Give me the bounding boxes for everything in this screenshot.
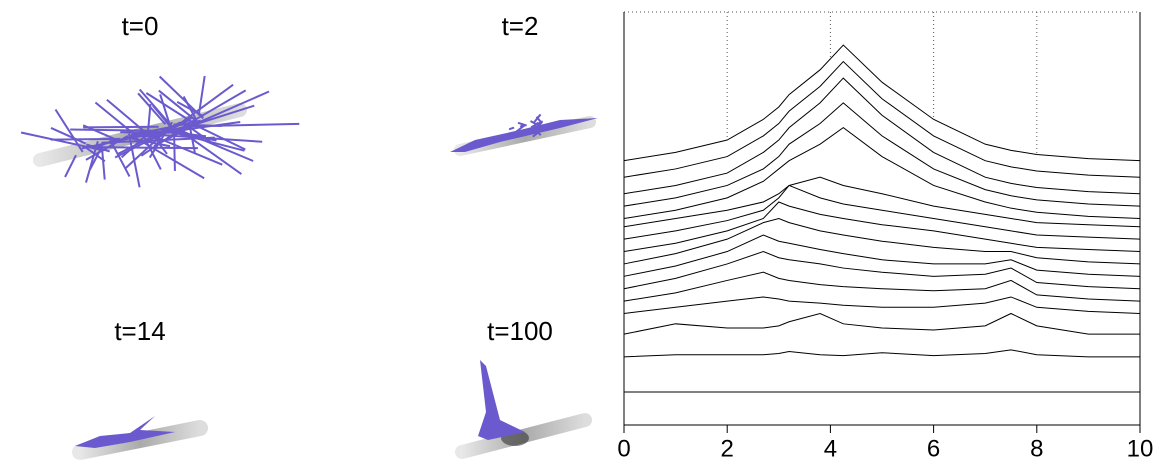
stick bbox=[85, 141, 99, 183]
curve bbox=[623, 312, 1140, 335]
x-tick-label: 10 bbox=[1127, 435, 1154, 462]
curve bbox=[623, 217, 1141, 265]
stick bbox=[127, 133, 141, 188]
stick bbox=[159, 94, 172, 127]
curve bbox=[623, 349, 1140, 358]
curve bbox=[623, 296, 1141, 314]
panel-label: t=100 bbox=[487, 316, 553, 346]
stick bbox=[131, 120, 241, 138]
rod bbox=[72, 420, 208, 460]
stick bbox=[527, 121, 539, 132]
panel-label: t=0 bbox=[122, 11, 159, 41]
panel-label: t=14 bbox=[114, 316, 165, 346]
curve bbox=[623, 60, 1141, 178]
x-tick-label: 6 bbox=[927, 435, 940, 462]
fringe bbox=[450, 118, 598, 152]
stick bbox=[533, 113, 542, 123]
curve bbox=[623, 234, 1141, 277]
curve-fill bbox=[624, 391, 1140, 425]
stick bbox=[146, 103, 152, 134]
stick bbox=[188, 90, 270, 128]
stick bbox=[193, 123, 246, 151]
stick bbox=[134, 136, 205, 180]
stick bbox=[94, 101, 134, 135]
stick bbox=[168, 83, 234, 133]
x-tick-label: 0 bbox=[617, 435, 630, 462]
spike bbox=[478, 360, 525, 440]
stick bbox=[512, 123, 527, 135]
stick bbox=[126, 136, 171, 148]
stick bbox=[536, 125, 557, 131]
plot: 0 2 4 6 8 10 bbox=[617, 11, 1154, 462]
curve bbox=[623, 77, 1141, 195]
stick bbox=[109, 139, 131, 177]
stick bbox=[54, 108, 84, 153]
fringe bbox=[75, 416, 175, 448]
curve bbox=[623, 127, 1141, 219]
x-tick-label: 4 bbox=[824, 435, 837, 462]
curve bbox=[623, 251, 1141, 290]
stick bbox=[89, 146, 103, 171]
curve bbox=[623, 102, 1141, 207]
curve bbox=[623, 44, 1141, 162]
curve bbox=[623, 201, 1141, 253]
stick bbox=[85, 146, 106, 163]
stick bbox=[64, 154, 77, 178]
stick bbox=[517, 121, 527, 127]
stick bbox=[158, 89, 200, 124]
stick bbox=[100, 146, 106, 180]
stick bbox=[535, 130, 542, 136]
x-tick-label: 8 bbox=[1030, 435, 1043, 462]
stick bbox=[151, 104, 172, 128]
stick bbox=[148, 121, 173, 159]
stick bbox=[178, 129, 243, 175]
curve bbox=[623, 271, 1141, 302]
stick bbox=[532, 121, 543, 134]
stick bbox=[140, 130, 162, 170]
panel-label: t=2 bbox=[502, 11, 539, 41]
stick bbox=[50, 127, 87, 145]
stick bbox=[106, 98, 150, 136]
curve bbox=[623, 184, 1141, 240]
stick bbox=[50, 137, 121, 141]
stick bbox=[508, 126, 515, 131]
stick bbox=[83, 125, 159, 129]
stick bbox=[181, 104, 255, 130]
stick bbox=[137, 92, 167, 125]
stick bbox=[543, 126, 549, 132]
curve bbox=[623, 176, 1141, 228]
x-tick-label: 2 bbox=[721, 435, 734, 462]
renders bbox=[20, 75, 598, 460]
